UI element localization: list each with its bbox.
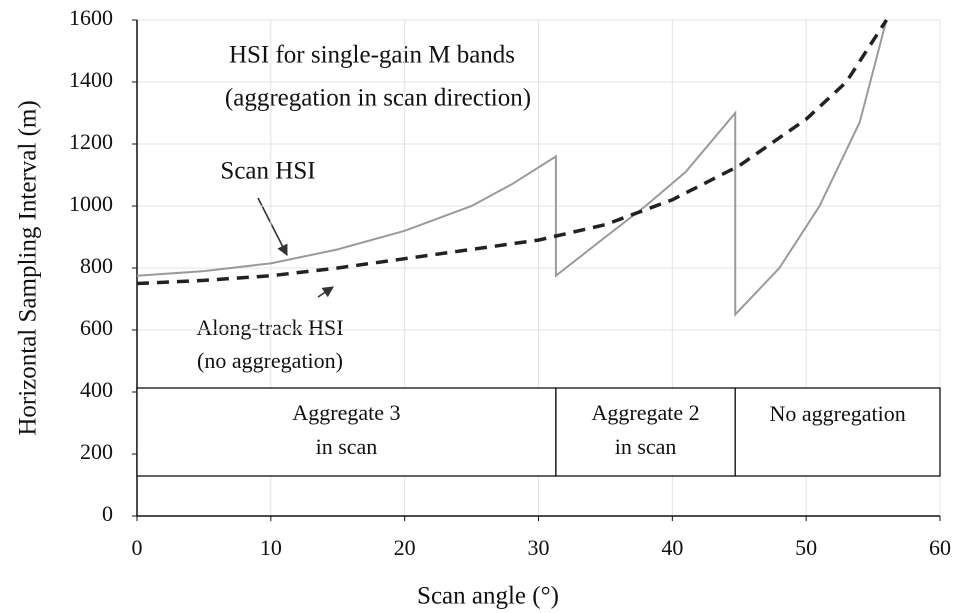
annotation: Along-track HSI: [196, 315, 343, 340]
x-tick-label: 40: [661, 535, 683, 560]
x-tick-label: 60: [929, 535, 951, 560]
y-tick-label: 400: [80, 377, 113, 402]
region-box: [555, 387, 736, 477]
y-tick-label: 0: [102, 501, 113, 526]
y-axis-title: Horizontal Sampling Interval (m): [15, 100, 42, 435]
y-tick-label: 200: [80, 439, 113, 464]
x-tick-label: 50: [795, 535, 817, 560]
line-series: [136, 19, 888, 286]
y-tick-label: 800: [80, 253, 113, 278]
y-tick-label: 1400: [69, 67, 113, 92]
annotation: (aggregation in scan direction): [225, 85, 531, 112]
region-label: No aggregation: [770, 401, 906, 426]
region-label: in scan: [615, 434, 677, 459]
x-tick-label: 10: [260, 535, 282, 560]
region-label: in scan: [316, 434, 378, 459]
region-label: Aggregate 3: [292, 400, 400, 425]
plot: 0 200 400 600 800 1000 1200 1400 1600 0 10 20 30 40 50…: [69, 5, 951, 560]
x-axis-title: Scan angle (°): [417, 583, 559, 610]
arrow: [317, 286, 334, 298]
y-tick-label: 1200: [69, 129, 113, 154]
arrow: [257, 197, 288, 256]
annotation: (no aggregation): [197, 348, 343, 373]
annotation: Scan HSI: [220, 158, 315, 185]
y-tick-label: 1600: [69, 5, 113, 30]
x-tick-label: 0: [132, 535, 143, 560]
region-box: [734, 387, 941, 477]
x-tick-label: 20: [394, 535, 416, 560]
region-box: [136, 387, 557, 477]
region-label: Aggregate 2: [592, 400, 700, 425]
x-tick-label: 30: [528, 535, 550, 560]
line-series: [136, 19, 888, 318]
y-tick-label: 600: [80, 315, 113, 340]
annotation: HSI for single-gain M bands: [229, 42, 515, 69]
y-tick-label: 1000: [69, 191, 113, 216]
